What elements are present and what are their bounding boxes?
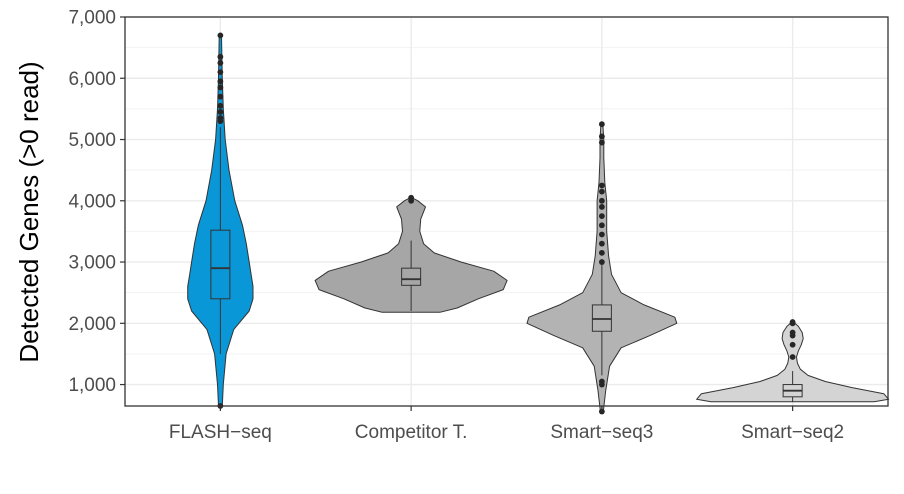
outlier-point xyxy=(789,341,796,348)
outlier-point xyxy=(217,84,224,91)
grid-lines xyxy=(125,16,888,406)
violin-group xyxy=(696,319,890,403)
y-axis-title: Detected Genes (>0 read) xyxy=(14,61,44,362)
outlier-point xyxy=(217,78,224,85)
outlier-point xyxy=(598,231,605,238)
outlier-point xyxy=(217,53,224,60)
outlier-point xyxy=(217,102,224,109)
outlier-point xyxy=(217,109,224,115)
y-tick-label: 4,000 xyxy=(68,191,116,212)
outlier-point xyxy=(598,197,605,204)
outlier-point xyxy=(789,319,796,325)
plot-panel xyxy=(125,17,888,406)
outlier-point xyxy=(598,249,605,256)
outlier-point xyxy=(789,354,796,360)
violin-group xyxy=(526,121,678,415)
outlier-point xyxy=(408,194,415,201)
x-tick-label: FLASH−seq xyxy=(169,422,272,443)
y-tick-label: 7,000 xyxy=(68,8,116,29)
outlier-point xyxy=(598,204,605,210)
violins xyxy=(187,32,890,415)
outlier-point xyxy=(217,32,224,39)
box-iqr xyxy=(401,267,422,286)
y-tick-label: 5,000 xyxy=(68,130,116,151)
violin-group xyxy=(187,32,254,409)
box-iqr xyxy=(210,229,231,300)
outlier-point xyxy=(598,240,605,247)
outlier-point xyxy=(598,378,605,385)
outlier-point xyxy=(217,93,224,100)
x-tick-label: Smart−seq3 xyxy=(550,422,653,443)
outlier-point xyxy=(598,139,605,146)
y-tick-label: 2,000 xyxy=(68,314,116,335)
outlier-point xyxy=(598,259,605,265)
x-tick-label: Smart−seq2 xyxy=(741,422,844,443)
box-iqr xyxy=(591,304,612,332)
outlier-point xyxy=(217,69,224,76)
outlier-point xyxy=(598,222,605,229)
outlier-point xyxy=(217,60,224,66)
outlier-point xyxy=(598,133,605,140)
y-tick-label: 1,000 xyxy=(68,375,116,396)
outlier-point xyxy=(598,182,605,189)
y-tick-label: 3,000 xyxy=(68,253,116,274)
violin-group xyxy=(314,194,508,313)
axes: 1,000 2,000 3,000 4,000 5,000 6,000 7,000 FLASH… xyxy=(68,8,844,444)
outlier-point xyxy=(217,115,224,121)
outlier-point xyxy=(598,121,605,128)
outlier-point xyxy=(598,408,605,415)
outlier-point xyxy=(598,188,605,195)
outlier-point xyxy=(598,213,605,219)
plot-panel-border xyxy=(124,16,889,407)
outlier-point xyxy=(789,329,796,336)
y-tick-label: 6,000 xyxy=(68,69,116,90)
x-tick-label: Competitor T. xyxy=(355,422,468,443)
